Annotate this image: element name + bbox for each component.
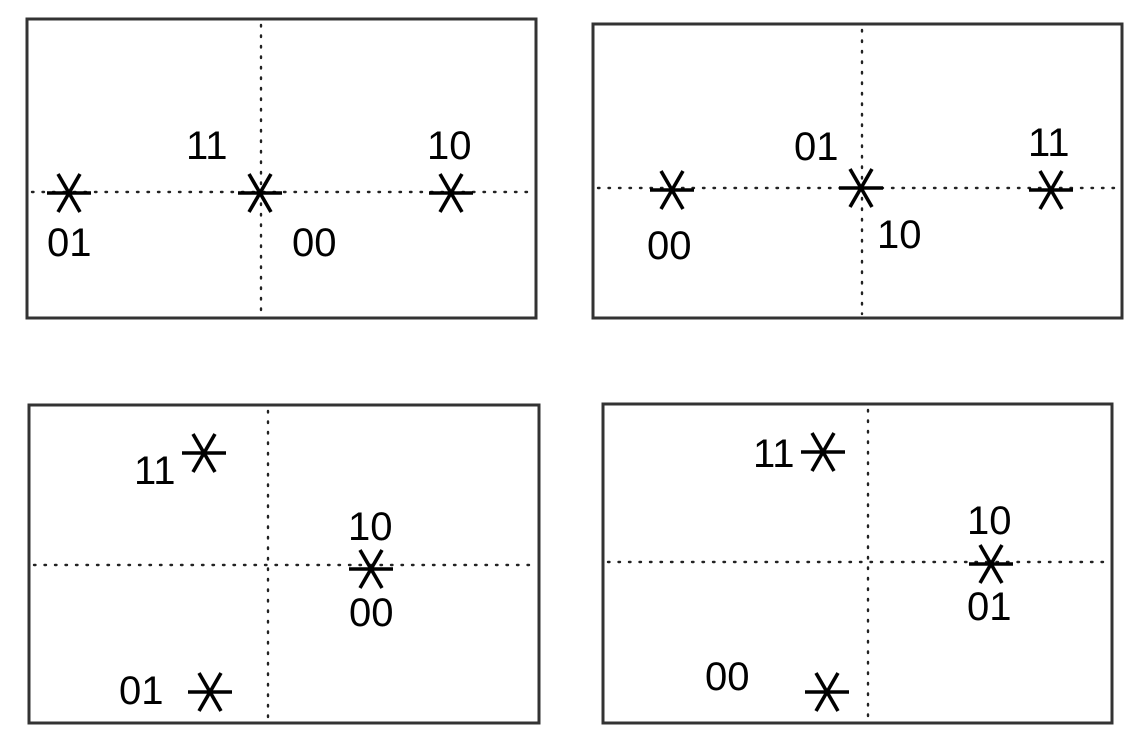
constellation-point xyxy=(648,169,696,211)
constellation-point xyxy=(799,431,847,473)
point-label: 10 xyxy=(967,499,1012,543)
point-label: 11 xyxy=(134,449,176,493)
panel-bottom-left: 11 10 00 01 xyxy=(27,403,541,725)
point-label: 00 xyxy=(705,655,750,699)
point-label: 00 xyxy=(647,224,692,268)
point-label: 00 xyxy=(349,591,394,635)
point-label: 01 xyxy=(119,669,164,713)
point-label: 11 xyxy=(186,124,228,168)
constellation-point xyxy=(186,671,234,713)
point-label: 11 xyxy=(753,432,795,476)
point-label: 10 xyxy=(427,124,472,168)
point-label: 01 xyxy=(967,585,1012,629)
constellation-point xyxy=(180,432,228,474)
point-label: 10 xyxy=(877,213,922,257)
panel-frame xyxy=(601,402,1114,725)
constellation-point xyxy=(236,172,284,214)
panel-top-right: 00 01 10 11 xyxy=(591,22,1124,320)
panel-top-left: 01 11 00 10 xyxy=(25,17,538,320)
constellation-point xyxy=(967,543,1015,585)
panel-bottom-right: 11 10 01 00 xyxy=(601,402,1114,725)
panel-frame xyxy=(591,22,1124,320)
constellation-point xyxy=(803,671,851,713)
constellation-point xyxy=(347,548,395,590)
point-label: 10 xyxy=(348,505,393,549)
constellation-point xyxy=(837,167,885,209)
constellation-point xyxy=(1027,169,1075,211)
constellation-point xyxy=(427,172,475,214)
point-label: 01 xyxy=(47,221,92,265)
point-label: 01 xyxy=(794,125,839,169)
point-label: 00 xyxy=(292,221,337,265)
panel-frame xyxy=(25,17,538,320)
panel-frame xyxy=(27,403,541,725)
constellation-point xyxy=(45,172,93,214)
point-label: 11 xyxy=(1028,121,1070,165)
